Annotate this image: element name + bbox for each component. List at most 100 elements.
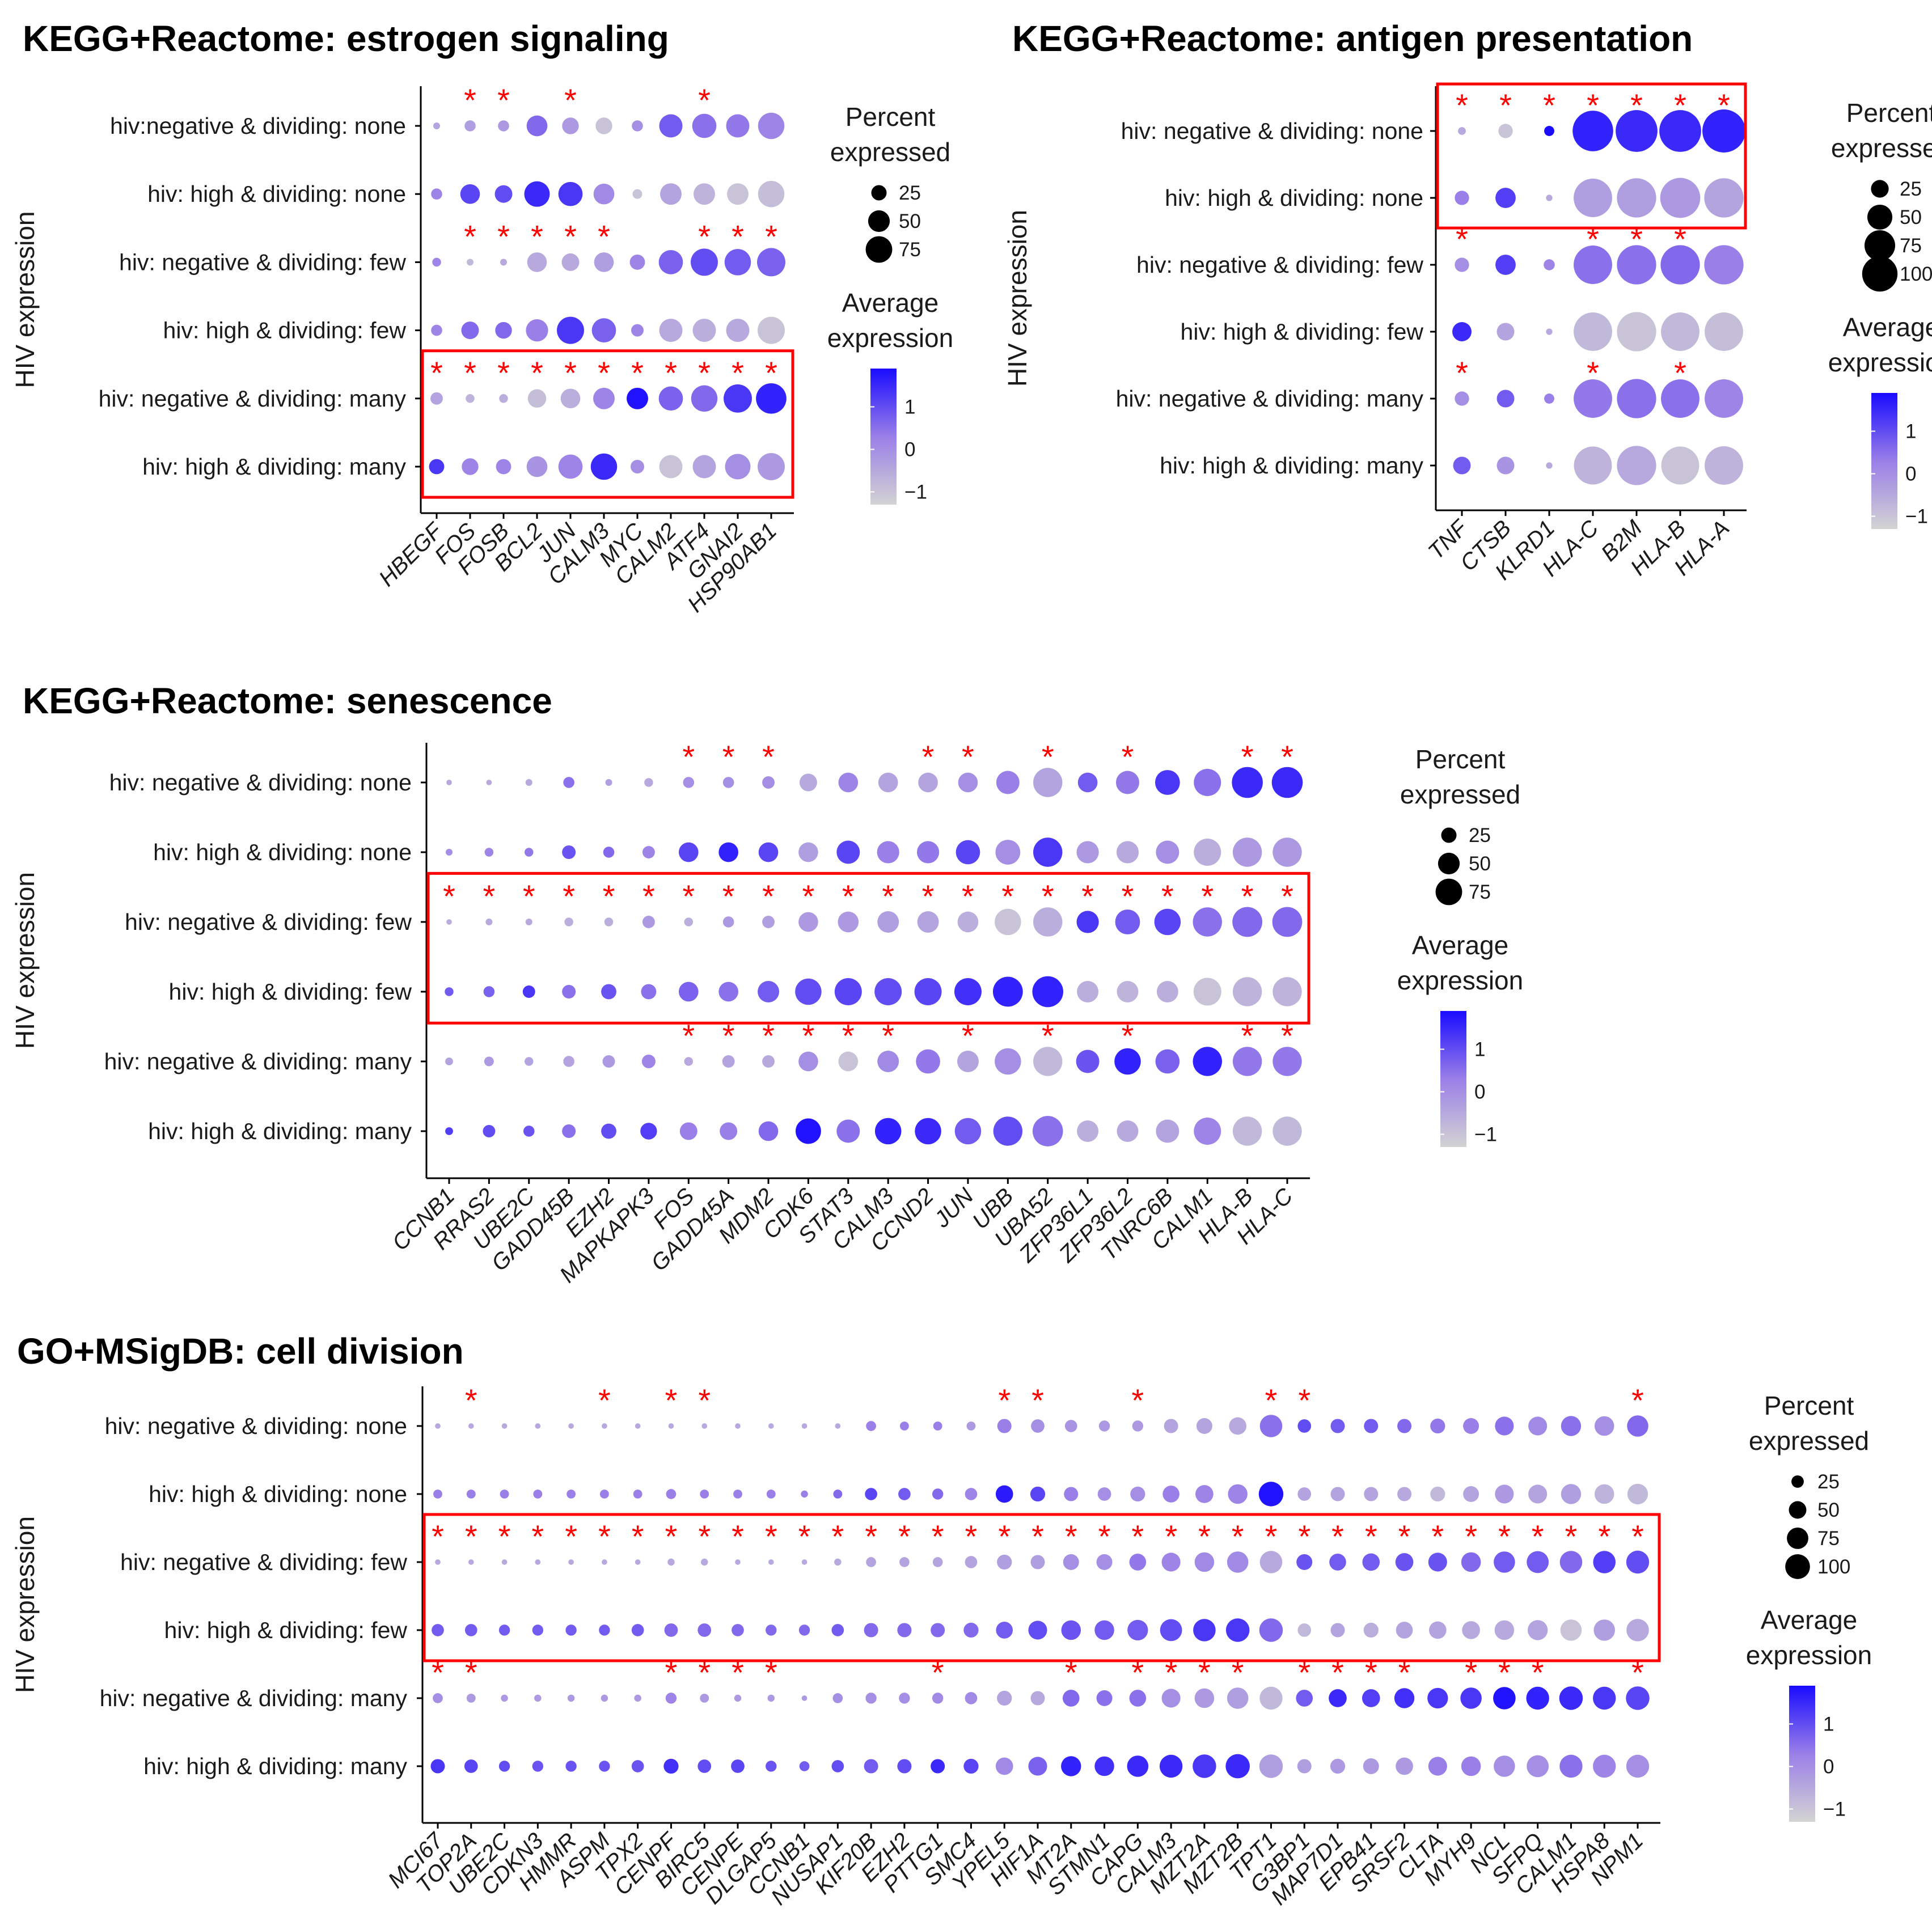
dot [1594,1484,1614,1504]
dot [897,1623,912,1637]
dot [660,183,682,205]
dot [1560,1619,1582,1641]
dot [593,183,615,205]
significance-star: * [1498,1518,1511,1554]
significance-star: * [831,1518,844,1554]
row-label: hiv: negative & dividing: none [1121,118,1423,144]
dot [691,248,718,276]
significance-star: * [523,878,535,914]
significance-star: * [1431,1518,1444,1554]
dot [997,1554,1012,1570]
row-label: hiv: high & dividing: none [1165,185,1423,211]
significance-star: * [1122,878,1134,914]
significance-star: * [1674,221,1686,257]
dotplot-panel-3: KEGG+Reactome: senescence HIV expression h… [10,680,1523,1288]
dot [758,842,779,862]
dot [464,1624,477,1636]
dot [1156,981,1178,1002]
significance-star: * [1465,1655,1477,1690]
dot [1527,1755,1549,1778]
dot [485,919,493,925]
dot [631,460,644,473]
dot [1428,1757,1447,1776]
legend-size-dot [1785,1554,1810,1579]
dot [798,912,818,932]
dot [635,1559,641,1565]
dot [1061,1756,1081,1776]
legend-color-title: Average [1761,1605,1858,1635]
significance-star: * [1365,1518,1377,1554]
dot [1195,1485,1214,1503]
dot [1127,1619,1148,1641]
dot [701,1423,708,1429]
dot [1030,1486,1046,1502]
dot [1259,1686,1283,1710]
significance-star: * [1456,221,1468,257]
significance-star: * [802,878,815,914]
dot [1594,1416,1614,1436]
dot [1273,977,1302,1006]
significance-star: * [1630,221,1643,257]
significance-star: * [1265,1382,1278,1418]
dot [1626,1686,1650,1710]
significance-star: * [1281,1018,1293,1053]
significance-star: * [698,1518,711,1554]
y-axis-title: HIV expression [10,211,40,388]
significance-star: * [642,878,655,914]
dot [1574,179,1612,217]
row-label: hiv: high & dividing: few [1181,319,1424,345]
dot [694,183,715,205]
dot [831,1624,844,1636]
dot [1544,393,1554,404]
dot [915,1118,941,1145]
significance-star: * [798,1518,811,1554]
dot [501,1559,508,1565]
dot [666,1489,677,1499]
dot [700,1558,708,1566]
dot [468,1423,474,1429]
dot [835,1423,841,1429]
significance-star: * [498,1518,511,1554]
y-axis-title: HIV expression [1003,210,1032,387]
significance-star: * [1587,87,1599,123]
dot [1704,245,1744,285]
dot [590,453,618,480]
significance-star: * [842,878,855,914]
dot [644,778,653,787]
dot [1232,907,1263,937]
legend-size-label: 25 [1900,178,1922,200]
dot [1617,245,1656,285]
significance-star: * [1031,1382,1044,1418]
significance-star: * [682,878,695,914]
dot [1397,1487,1412,1501]
legend-size-label: 100 [1900,263,1932,285]
dot [499,394,508,403]
dot [874,978,902,1005]
dot [527,252,547,272]
dot [914,978,942,1005]
legend-size-dot [868,210,890,232]
legend-size-title: Percent [1415,744,1506,774]
dot [1546,328,1553,335]
dot [557,316,584,344]
significance-star: * [698,218,711,254]
significance-star: * [732,1655,744,1690]
dot [599,1761,610,1772]
dot [524,181,550,207]
significance-star: * [762,1018,775,1053]
dot [1495,255,1516,275]
dot [954,978,982,1005]
dot [1452,322,1472,341]
dot [1626,1550,1650,1574]
dot [766,1761,777,1772]
legend-color-title: Average [1843,312,1932,342]
dot [898,1488,911,1500]
dot [762,1055,775,1068]
dot [762,776,775,789]
dot [1362,1689,1380,1707]
significance-star: * [497,218,510,254]
dot [1028,1620,1047,1640]
dot [565,1624,577,1636]
row-label: hiv: high & dividing: few [163,318,407,344]
dot [1161,1552,1181,1572]
